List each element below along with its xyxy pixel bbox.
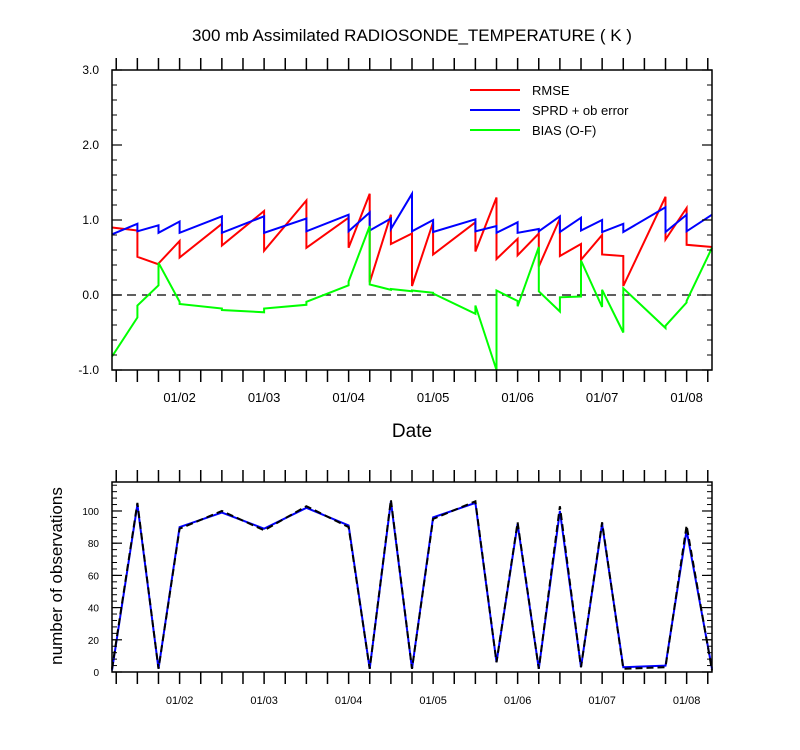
y-tick-label: -1.0	[78, 363, 99, 377]
y-tick-label: 0	[93, 668, 99, 679]
x-tick-label: 01/05	[417, 390, 450, 405]
y-tick-label: 2.0	[82, 138, 99, 152]
y-tick-label: 60	[88, 571, 100, 582]
y-tick-label: 3.0	[82, 63, 99, 77]
y-tick-label: 40	[88, 604, 100, 615]
legend-label: RMSE	[532, 83, 570, 98]
top-plot-frame	[111, 69, 713, 371]
x-tick-label: 01/02	[166, 695, 194, 707]
x-tick-label: 01/03	[248, 390, 281, 405]
legend-label: SPRD + ob error	[532, 103, 629, 118]
top-y-tick-labels: -1.0 0.0 1.0 2.0 3.0	[78, 63, 99, 377]
x-tick-label: 01/06	[501, 390, 534, 405]
x-tick-label: 01/02	[163, 390, 196, 405]
x-tick-label: 01/04	[335, 695, 363, 707]
series-line-bias-o-f	[111, 225, 713, 371]
x-tick-label: 01/04	[332, 390, 365, 405]
bottom-x-tick-labels: 01/02 01/03 01/04 01/05 01/06 01/07 01/08	[166, 695, 701, 707]
legend-label: BIAS (O-F)	[532, 123, 596, 138]
chart-title: 300 mb Assimilated RADIOSONDE_TEMPERATUR…	[192, 26, 632, 45]
legend: RMSE SPRD + ob error BIAS (O-F)	[470, 83, 629, 138]
y-tick-label: 0.0	[82, 288, 99, 302]
y-axis-title: number of observations	[47, 487, 66, 665]
bottom-y-tick-labels: 0 20 40 60 80 100	[82, 507, 99, 679]
x-axis-title: Date	[392, 421, 432, 442]
x-tick-label: 01/08	[670, 390, 703, 405]
series-line-sprd-ob-error	[111, 190, 713, 236]
x-tick-label: 01/07	[586, 390, 619, 405]
y-tick-label: 1.0	[82, 213, 99, 227]
x-tick-label: 01/06	[504, 695, 532, 707]
series-line-observations-dashed	[111, 499, 713, 671]
bottom-series-layer	[111, 499, 713, 671]
x-tick-label: 01/07	[588, 695, 616, 707]
y-tick-label: 20	[88, 636, 100, 647]
x-tick-label: 01/05	[419, 695, 447, 707]
y-tick-label: 100	[82, 507, 99, 518]
x-tick-label: 01/08	[673, 695, 701, 707]
x-tick-label: 01/03	[250, 695, 278, 707]
top-x-tick-labels: 01/02 01/03 01/04 01/05 01/06 01/07 01/08	[163, 390, 703, 405]
bottom-plot-frame	[111, 481, 713, 673]
y-tick-label: 80	[88, 539, 100, 550]
top-series-layer	[111, 190, 713, 371]
bottom-axis-ticks	[112, 470, 712, 684]
series-line-observations-solid	[111, 501, 713, 671]
